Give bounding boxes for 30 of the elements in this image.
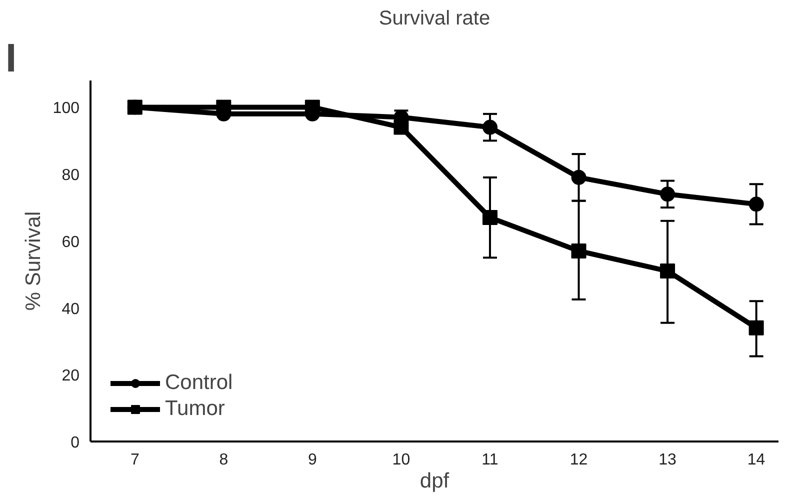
x-tick-label: 12 bbox=[570, 452, 588, 468]
legend-label: Control bbox=[165, 371, 233, 395]
point bbox=[748, 196, 764, 212]
legend-label: Tumor bbox=[165, 397, 225, 421]
text: I bbox=[6, 36, 17, 80]
y-tick-label: 40 bbox=[62, 300, 80, 318]
point bbox=[394, 120, 409, 135]
y-axis-title: % Survival bbox=[22, 211, 45, 311]
point bbox=[660, 186, 676, 202]
point bbox=[482, 120, 498, 135]
x-tick-label: 9 bbox=[308, 452, 317, 468]
y-tick-label: 20 bbox=[62, 368, 80, 385]
chart-title: Survival rate bbox=[378, 8, 490, 30]
x-tick-label: 13 bbox=[658, 452, 677, 468]
y-tick-label: 100 bbox=[52, 100, 80, 118]
y-tick-label: 80 bbox=[62, 167, 80, 184]
x-tick-label: 10 bbox=[392, 452, 410, 468]
point bbox=[571, 170, 586, 185]
x-tick-label: 11 bbox=[482, 452, 498, 468]
point bbox=[127, 100, 142, 115]
x-tick-label: 8 bbox=[219, 452, 228, 468]
point bbox=[482, 210, 498, 226]
x-tick-label: 7 bbox=[130, 452, 140, 468]
x-axis-title: dpf bbox=[420, 470, 450, 492]
y-tick-label: 0 bbox=[70, 434, 80, 452]
x-tick-label: 14 bbox=[747, 452, 766, 468]
point bbox=[571, 243, 586, 258]
point bbox=[660, 264, 676, 279]
point bbox=[748, 320, 764, 336]
y-tick-label: 60 bbox=[62, 234, 80, 251]
